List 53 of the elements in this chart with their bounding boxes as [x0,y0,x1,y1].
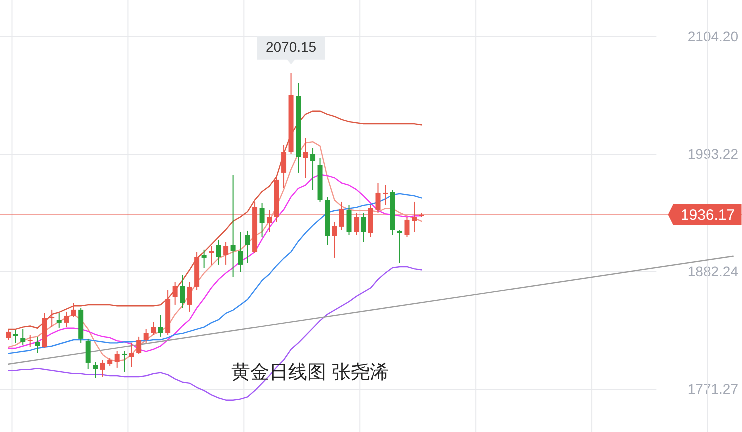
annotation: 2070.15 [266,39,317,56]
candlestick [180,274,186,309]
candlestick [346,204,352,236]
candlestick [332,221,338,258]
line-series [8,266,422,401]
candlestick [216,239,222,266]
line-series [8,110,422,330]
y-tick-label: 1882.24 [688,264,739,280]
candlestick [35,336,40,354]
y-tick-label: 1993.22 [688,146,739,162]
candlestick [340,201,345,231]
candlestick [267,210,272,233]
annotation: 黄金日线图 张尧浠 [232,362,389,384]
candlestick [412,201,417,233]
candlestick [245,230,250,264]
candlestick [144,328,149,344]
candlestick [28,334,33,348]
candlestick [303,138,308,179]
candlestick [71,302,76,318]
candlestick [136,336,142,354]
candlestick [397,230,402,264]
candlestick [354,212,360,236]
candlestick [172,282,178,306]
candlestick [209,246,214,266]
candlestick [282,144,287,188]
candlestick [56,312,62,328]
candlestick [382,184,388,206]
candlestick [224,241,229,266]
candlestick [50,309,55,328]
candlestick [20,328,26,346]
candlestick [6,329,12,341]
candlestick [404,216,410,238]
candlestick [158,314,164,338]
candlestick [187,282,192,312]
candlestick [238,232,244,273]
candlestick [100,360,106,378]
candlestick [230,174,236,278]
candlestick [202,249,207,269]
candlestick [64,311,70,328]
candlestick [93,362,98,379]
candlestick [151,322,156,336]
candlestick [129,342,134,368]
candlestick [361,212,366,242]
candlestick [13,329,18,344]
candlestick [260,202,265,238]
y-tick-label: 2104.20 [688,28,739,45]
candlestick [310,147,316,191]
y-tick-label: 1771.27 [688,380,739,397]
candlestick [122,350,128,372]
candlestick [376,182,381,214]
candlestick [114,350,120,368]
candlestick [86,338,91,370]
ref-line-label: 1936.17 [680,206,736,224]
